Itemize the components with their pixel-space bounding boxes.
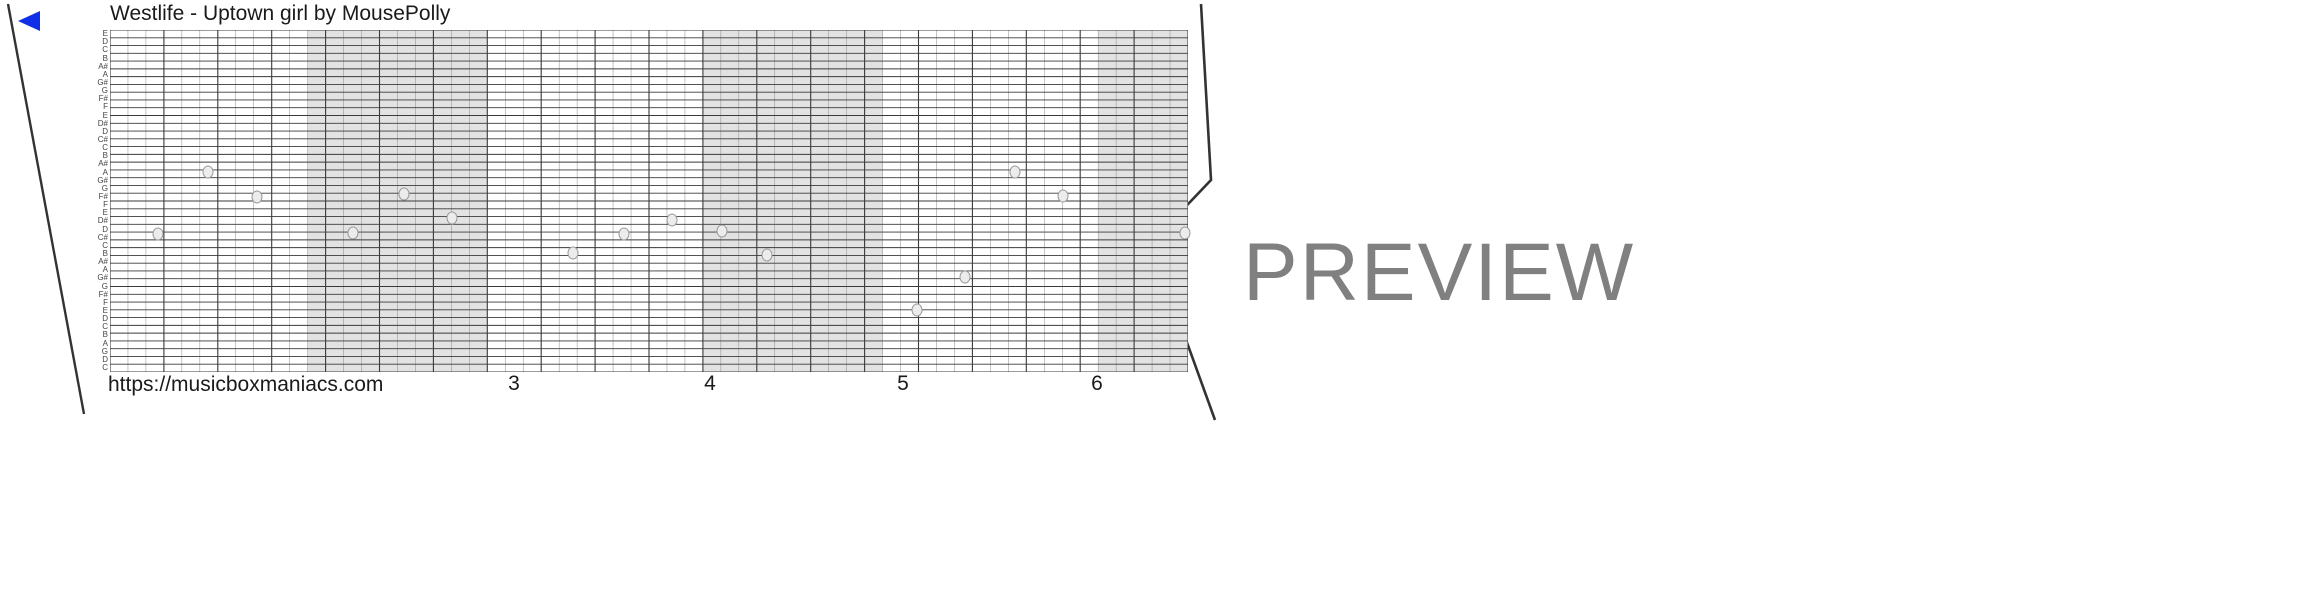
- note-hole[interactable]: [1009, 165, 1021, 179]
- note-label-Gsharp: G#: [97, 273, 108, 283]
- note-hole[interactable]: [716, 224, 728, 238]
- note-label-E: E: [102, 208, 108, 218]
- note-label-B: B: [102, 330, 108, 340]
- note-hole[interactable]: [666, 213, 678, 227]
- bar-number-4: 4: [704, 372, 716, 395]
- note-name-gutter: E D C B A# A G# G F# F E D# D C# C B A# A G# G F# F E D# D C# C B A#…: [78, 28, 108, 372]
- note-label-D: D: [102, 314, 108, 324]
- note-hole[interactable]: [251, 190, 263, 204]
- page-title: Westlife - Uptown girl by MousePolly: [110, 2, 451, 25]
- note-label-Csharp: C#: [97, 134, 108, 144]
- punch-grid[interactable]: [110, 30, 1188, 372]
- note-label-D: D: [102, 37, 108, 47]
- note-label-F: F: [103, 297, 108, 307]
- note-hole[interactable]: [152, 227, 164, 241]
- note-label-B: B: [102, 53, 108, 63]
- note-label-E: E: [102, 29, 108, 39]
- note-hole[interactable]: [911, 303, 923, 317]
- note-hole[interactable]: [446, 211, 458, 225]
- note-label-G: G: [101, 183, 108, 193]
- note-label-Gsharp: G#: [97, 175, 108, 185]
- bar-number-6: 6: [1091, 372, 1103, 395]
- back-arrow-icon[interactable]: [16, 10, 42, 32]
- note-hole[interactable]: [347, 226, 359, 240]
- note-hole[interactable]: [567, 246, 579, 260]
- note-label-Fsharp: F#: [98, 191, 108, 201]
- note-label-Gsharp: G#: [97, 77, 108, 87]
- note-label-A: A: [102, 69, 108, 79]
- note-label-Asharp: A#: [98, 61, 108, 71]
- note-hole[interactable]: [1057, 189, 1069, 203]
- note-label-E: E: [102, 305, 108, 315]
- note-label-C: C: [102, 322, 108, 332]
- note-label-Asharp: A#: [98, 159, 108, 169]
- note-label-B: B: [102, 248, 108, 258]
- note-label-C: C: [102, 45, 108, 55]
- note-label-B: B: [102, 151, 108, 161]
- note-hole[interactable]: [398, 187, 410, 201]
- site-url-footer: https://musicboxmaniacs.com: [108, 373, 384, 396]
- bar-number-3: 3: [508, 372, 520, 395]
- note-label-Dsharp: D#: [97, 118, 108, 128]
- note-label-Csharp: C#: [97, 232, 108, 242]
- note-label-A: A: [102, 338, 108, 348]
- note-label-Asharp: A#: [98, 257, 108, 267]
- note-label-F: F: [103, 200, 108, 210]
- note-label-Fsharp: F#: [98, 289, 108, 299]
- note-label-G: G: [101, 86, 108, 96]
- note-hole[interactable]: [618, 227, 630, 241]
- note-label-D: D: [102, 126, 108, 136]
- note-hole[interactable]: [959, 270, 971, 284]
- note-label-A: A: [102, 265, 108, 275]
- note-label-C: C: [102, 143, 108, 153]
- preview-watermark: PREVIEW: [1243, 227, 1636, 318]
- note-label-G: G: [101, 281, 108, 291]
- note-label-F: F: [103, 102, 108, 112]
- note-hole[interactable]: [1179, 226, 1191, 240]
- note-label-C: C: [102, 240, 108, 250]
- note-label-Dsharp: D#: [97, 216, 108, 226]
- note-label-Fsharp: F#: [98, 94, 108, 104]
- note-hole[interactable]: [202, 165, 214, 179]
- note-hole[interactable]: [761, 248, 773, 262]
- note-label-D: D: [102, 224, 108, 234]
- note-label-A: A: [102, 167, 108, 177]
- note-label-C: C: [102, 362, 108, 372]
- bar-number-5: 5: [897, 372, 909, 395]
- grid-lines: [110, 30, 1188, 372]
- note-label-E: E: [102, 110, 108, 120]
- note-label-G: G: [101, 346, 108, 356]
- note-label-D: D: [102, 354, 108, 364]
